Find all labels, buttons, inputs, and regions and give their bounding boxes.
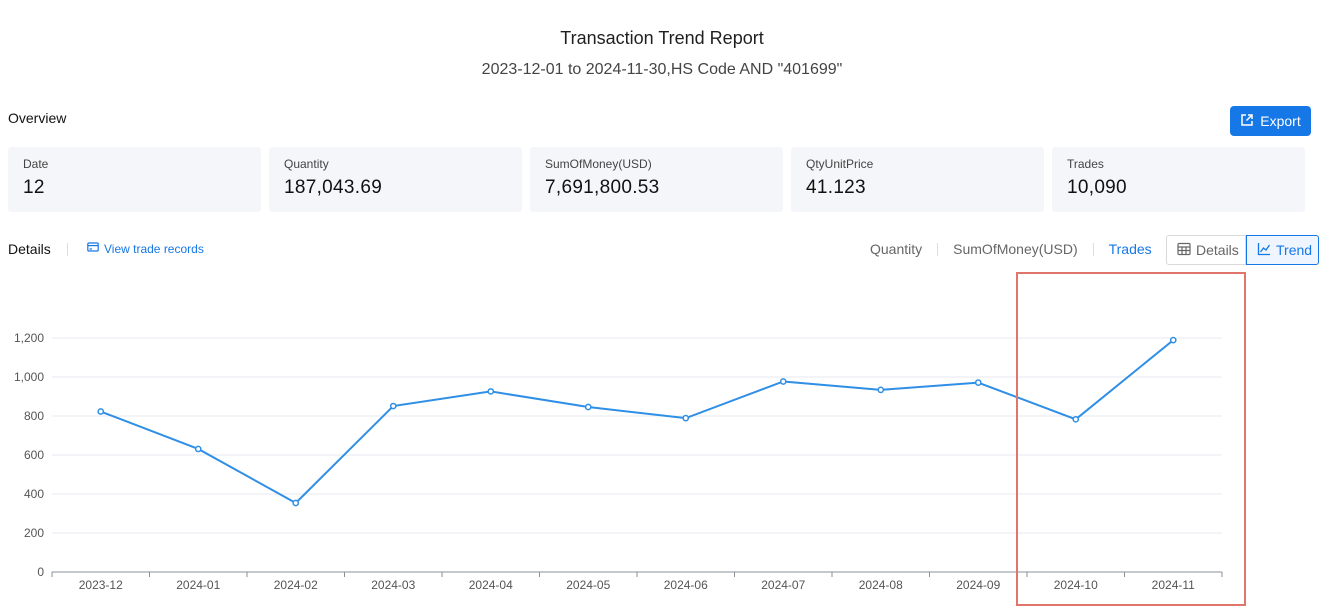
overview-heading: Overview <box>8 110 67 126</box>
data-point[interactable] <box>389 402 397 410</box>
details-view-button[interactable]: Details <box>1166 235 1246 265</box>
data-point[interactable] <box>682 414 690 422</box>
page-subtitle: 2023-12-01 to 2024-11-30,HS Code AND "40… <box>481 61 843 78</box>
view-toggle: Details Trend <box>1166 235 1319 265</box>
details-heading: Details <box>8 241 51 257</box>
stat-card-qty-unit-price: QtyUnitPrice 41.123 <box>791 147 1044 212</box>
x-tick-label: 2024-07 <box>761 578 805 592</box>
highlight-box <box>1016 272 1246 606</box>
credit-card-icon <box>87 241 99 256</box>
stat-card-label: QtyUnitPrice <box>806 157 874 171</box>
stat-card-label: Trades <box>1067 157 1104 171</box>
x-tick-label: 2024-04 <box>469 578 513 592</box>
stat-card-value: 10,090 <box>1067 177 1127 198</box>
data-point[interactable] <box>584 403 592 411</box>
table-icon <box>1177 242 1191 259</box>
export-button[interactable]: Export <box>1230 106 1311 136</box>
divider <box>937 242 939 256</box>
details-view-label: Details <box>1196 242 1239 258</box>
stat-card-value: 7,691,800.53 <box>545 177 660 198</box>
overview-cards: Date 12 Quantity 187,043.69 SumOfMoney(U… <box>8 147 1305 212</box>
metric-tabs: Quantity SumOfMoney(USD) Trades <box>870 241 1152 257</box>
stat-card-label: Quantity <box>284 157 329 171</box>
data-point[interactable] <box>487 388 495 395</box>
data-point[interactable] <box>292 499 300 507</box>
divider <box>67 243 68 256</box>
stat-card-label: Date <box>23 157 49 171</box>
x-tick-label: 2024-08 <box>859 578 903 592</box>
data-point[interactable] <box>779 378 787 385</box>
divider <box>1092 242 1094 256</box>
line-chart-icon <box>1257 242 1271 259</box>
tab-trades[interactable]: Trades <box>1108 241 1152 257</box>
y-tick-label: 400 <box>24 487 44 501</box>
x-tick-label: 2024-09 <box>956 578 1000 592</box>
external-link-icon <box>1240 113 1254 130</box>
x-tick-label: 2024-01 <box>176 578 220 592</box>
stat-card-value: 41.123 <box>806 177 866 198</box>
y-tick-label: 0 <box>37 565 44 579</box>
trend-view-button[interactable]: Trend <box>1246 235 1319 265</box>
tab-sum-of-money[interactable]: SumOfMoney(USD) <box>953 241 1078 257</box>
stat-card-value: 12 <box>23 177 45 198</box>
y-tick-label: 800 <box>24 409 44 423</box>
y-tick-label: 600 <box>24 448 44 462</box>
y-tick-label: 200 <box>24 526 44 540</box>
x-tick-label: 2023-12 <box>79 578 123 592</box>
data-point[interactable] <box>974 379 982 387</box>
stat-card-value: 187,043.69 <box>284 177 383 198</box>
data-point[interactable] <box>1072 415 1080 423</box>
data-point[interactable] <box>877 386 885 394</box>
data-point[interactable] <box>194 445 202 453</box>
series-line <box>100 339 1174 505</box>
stat-card-sum-of-money: SumOfMoney(USD) 7,691,800.53 <box>530 147 783 212</box>
tab-quantity[interactable]: Quantity <box>870 241 923 257</box>
x-tick-label: 2024-02 <box>274 578 318 592</box>
page-title: Transaction Trend Report <box>560 28 764 48</box>
y-tick-label: 1,000 <box>14 370 44 384</box>
trend-view-label: Trend <box>1276 242 1313 258</box>
x-tick-label: 2024-06 <box>664 578 708 592</box>
view-trade-records-label: View trade records <box>104 241 204 256</box>
data-point[interactable] <box>1169 336 1177 344</box>
x-tick-label: 2024-03 <box>371 578 415 592</box>
stat-card-quantity: Quantity 187,043.69 <box>269 147 522 212</box>
data-point[interactable] <box>97 408 105 415</box>
stat-card-trades: Trades 10,090 <box>1052 147 1305 212</box>
y-tick-label: 1,200 <box>14 331 44 345</box>
stat-card-date: Date 12 <box>8 147 261 212</box>
view-trade-records-link[interactable]: View trade records <box>87 241 204 256</box>
stat-card-label: SumOfMoney(USD) <box>545 157 652 171</box>
export-label: Export <box>1260 113 1301 129</box>
x-tick-label: 2024-05 <box>566 578 610 592</box>
